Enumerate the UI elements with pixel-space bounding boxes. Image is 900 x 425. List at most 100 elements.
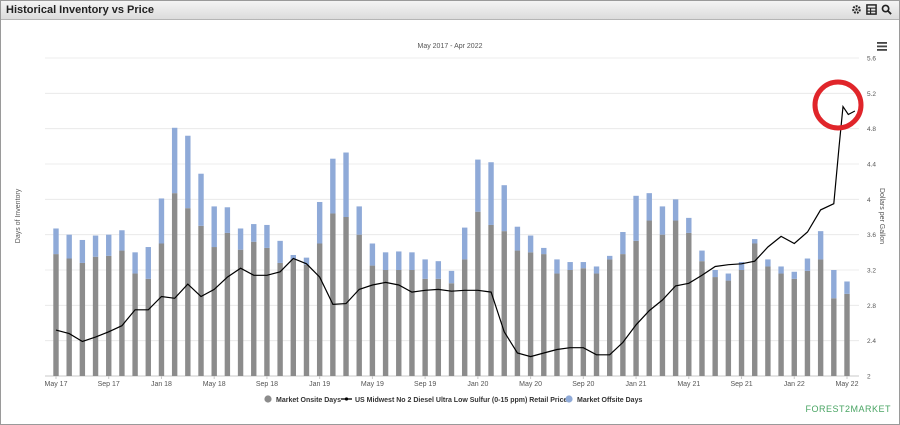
bar-onsite-11: [198, 225, 204, 376]
search-icon[interactable]: [880, 3, 893, 16]
x-tick-label-6: May 19: [361, 381, 384, 388]
bar-offsite-8: [158, 198, 165, 244]
panel-tools: [850, 3, 893, 16]
legend-item-price[interactable]: US Midwest No 2 Diesel Ultra Low Sulfur …: [341, 397, 571, 404]
bar-onsite-52: [738, 270, 745, 376]
bar-onsite-56: [791, 278, 797, 376]
bar-onsite-41: [593, 273, 600, 376]
y-left-axis-label: Days of Inventory: [15, 188, 22, 243]
bar-offsite-21: [330, 158, 336, 214]
bar-onsite-31: [461, 259, 468, 376]
bar-onsite-19: [303, 264, 310, 376]
bar-offsite-14: [237, 228, 244, 250]
bar-offsite-5: [119, 230, 125, 251]
bar-offsite-49: [699, 250, 705, 262]
bar-onsite-15: [251, 241, 257, 376]
bar-onsite-39: [567, 270, 573, 376]
y-tick-label-8: 5.2: [867, 91, 876, 98]
hamburger-menu-icon[interactable]: [877, 42, 887, 51]
chart-area: May 17 Sep 17 Jan 18 May 18 Sep 18 Jan 19 May …: [15, 42, 887, 404]
bar-offsite-7: [145, 247, 151, 279]
bar-onsite-33: [488, 224, 494, 376]
bar-offsite-56: [791, 271, 797, 279]
bar-offsite-36: [527, 235, 534, 253]
bar-offsite-24: [369, 243, 376, 266]
bar-onsite-36: [527, 252, 534, 376]
y-tick-label-0: 2: [867, 374, 871, 381]
bar-onsite-21: [330, 213, 336, 376]
bar-onsite-28: [422, 278, 428, 376]
bar-onsite-6: [132, 273, 138, 376]
chart-legend: Market Onsite Days US Midwest No 2 Diese…: [264, 395, 642, 404]
bar-onsite-54: [765, 266, 771, 376]
bar-onsite-10: [185, 208, 191, 376]
bar-onsite-49: [699, 261, 705, 376]
bar-onsite-2: [79, 262, 86, 376]
svg-text:US Midwest No 2 Diesel Ultra L: US Midwest No 2 Diesel Ultra Low Sulfur …: [355, 397, 571, 404]
bar-onsite-4: [106, 255, 112, 376]
bar-offsite-48: [686, 217, 692, 233]
x-tick-label-0: May 17: [45, 381, 68, 388]
x-tick-label-1: Sep 17: [98, 381, 120, 388]
bar-onsite-45: [646, 220, 652, 376]
bar-offsite-58: [817, 231, 824, 260]
bar-offsite-17: [277, 240, 283, 263]
bar-offsite-32: [475, 159, 481, 212]
bar-onsite-37: [541, 254, 547, 376]
bar-offsite-1: [66, 234, 72, 259]
bar-offsite-12: [211, 206, 217, 248]
bar-offsite-53: [752, 239, 758, 244]
bar-onsite-20: [316, 243, 323, 376]
gear-icon[interactable]: [850, 3, 863, 16]
y-tick-label-1: 2.4: [867, 338, 876, 345]
bar-onsite-42: [607, 259, 613, 376]
bar-onsite-17: [277, 262, 283, 376]
x-tick-label-7: Sep 19: [414, 381, 436, 388]
bar-offsite-16: [264, 224, 270, 248]
x-tick-label-5: Jan 19: [309, 381, 330, 388]
bar-onsite-48: [686, 232, 692, 376]
bar-offsite-25: [382, 252, 389, 270]
bar-offsite-27: [409, 252, 415, 270]
y-tick-label-9: 5.6: [867, 56, 876, 63]
bar-onsite-38: [554, 273, 560, 376]
bar-onsite-16: [264, 247, 270, 376]
legend-item-offsite[interactable]: Market Offsite Days: [565, 395, 642, 404]
bar-offsite-23: [356, 206, 362, 235]
panel-titlebar: Historical Inventory vs Price: [1, 1, 899, 20]
legend-item-onsite[interactable]: Market Onsite Days: [264, 395, 341, 404]
bar-onsite-50: [712, 277, 718, 376]
x-axis-ticks: May 17 Sep 17 Jan 18 May 18 Sep 18 Jan 19 May …: [45, 376, 859, 388]
x-tick-label-13: Sep 21: [730, 381, 752, 388]
bar-offsite-42: [607, 255, 613, 260]
bar-offsite-26: [396, 251, 402, 270]
x-tick-label-2: Jan 18: [151, 381, 172, 388]
bar-offsite-47: [672, 199, 679, 221]
x-tick-label-9: May 20: [519, 381, 542, 388]
bar-offsite-55: [778, 266, 784, 274]
bar-onsite-44: [633, 240, 639, 376]
bar-offsite-4: [106, 234, 112, 256]
bar-offsite-2: [79, 239, 86, 263]
y-right-axis-label: Dollars per Gallon: [878, 188, 885, 244]
bar-offsite-52: [738, 262, 745, 270]
price-line: [55, 104, 856, 358]
bar-onsite-46: [659, 234, 666, 376]
chart-subtitle: May 2017 - Apr 2022: [418, 43, 483, 50]
x-tick-label-15: May 22: [836, 381, 859, 388]
bar-offsite-10: [185, 135, 191, 209]
x-tick-label-8: Jan 20: [467, 381, 488, 388]
bar-onsite-24: [369, 265, 376, 376]
bar-offsite-31: [461, 227, 468, 260]
bar-offsite-20: [316, 201, 323, 244]
bar-onsite-12: [211, 247, 217, 376]
bar-offsite-3: [92, 235, 99, 257]
bar-onsite-7: [145, 278, 151, 376]
bar-offsite-43: [620, 232, 626, 255]
grid-icon[interactable]: [865, 3, 878, 16]
bar-offsite-22: [343, 152, 349, 217]
bar-offsite-34: [501, 185, 507, 232]
bar-onsite-53: [752, 243, 758, 376]
bar-onsite-27: [409, 270, 415, 376]
bar-onsite-60: [844, 293, 850, 376]
